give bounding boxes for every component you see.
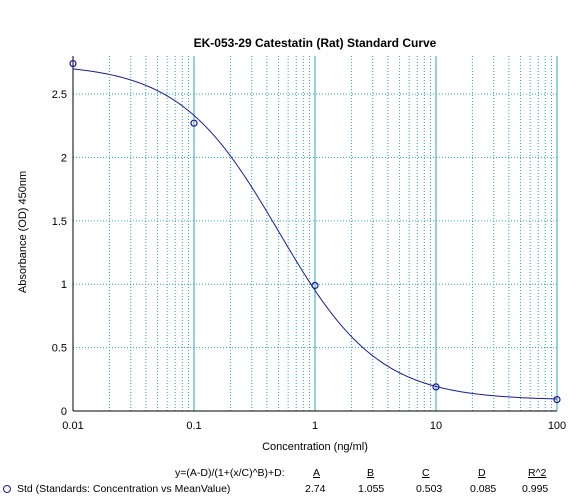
fit-header-d: D (478, 467, 486, 479)
fit-value-r2: 0.995 (522, 483, 549, 495)
chart-title: EK-053-29 Catestatin (Rat) Standard Curv… (194, 36, 437, 50)
y-tick-label: 1.5 (52, 216, 67, 228)
x-tick-label: 0.1 (186, 420, 201, 432)
y-tick-labels: 0 0.5 1 1.5 2 2.5 (52, 89, 67, 418)
fit-value-d: 0.085 (470, 483, 497, 495)
legend-marker-icon (3, 485, 11, 493)
legend-series-name: Std (Standards: Concentration vs MeanVal… (17, 483, 231, 495)
data-point (553, 395, 561, 404)
data-point (432, 383, 440, 391)
fit-value-b: 1.055 (358, 483, 385, 495)
data-points (69, 60, 561, 404)
fit-value-c: 0.503 (416, 483, 443, 495)
grid-lines (72, 56, 558, 412)
x-tick-label: 0.01 (62, 420, 83, 432)
data-point (311, 281, 319, 290)
fit-value-a: 2.74 (305, 483, 326, 495)
fit-header-c: C (422, 467, 430, 479)
y-tick-label: 2.5 (52, 89, 67, 101)
fit-curve-line (72, 68, 558, 400)
data-point (69, 60, 77, 68)
standard-curve-chart: 0.01 0.1 1 10 100 0 0.5 1 1.5 2 2.5 EK-053-29 Cat… (17, 36, 566, 453)
y-tick-label: 0.5 (52, 343, 67, 355)
fit-header-b: B (367, 467, 375, 479)
x-tick-label: 100 (548, 420, 566, 432)
x-tick-labels: 0.01 0.1 1 10 100 (62, 420, 566, 432)
axes (72, 56, 557, 412)
y-axis-label: Absorbance (OD) 450nm (17, 171, 29, 293)
y-tick-label: 1 (61, 279, 67, 291)
x-tick-label: 1 (312, 420, 318, 432)
x-axis-label: Concentration (ng/ml) (262, 441, 368, 453)
fit-equation: y=(A-D)/(1+(x/C)^B)+D: (175, 467, 285, 479)
fit-header-r2: R^2 (528, 467, 547, 479)
fit-header-a: A (313, 467, 321, 479)
y-tick-label: 2 (61, 152, 67, 164)
x-tick-label: 10 (430, 420, 442, 432)
data-point (190, 119, 198, 127)
y-tick-label: 0 (61, 406, 67, 418)
legend-fit-table: y=(A-D)/(1+(x/C)^B)+D: A B C D R^2 Std (… (0, 462, 581, 501)
